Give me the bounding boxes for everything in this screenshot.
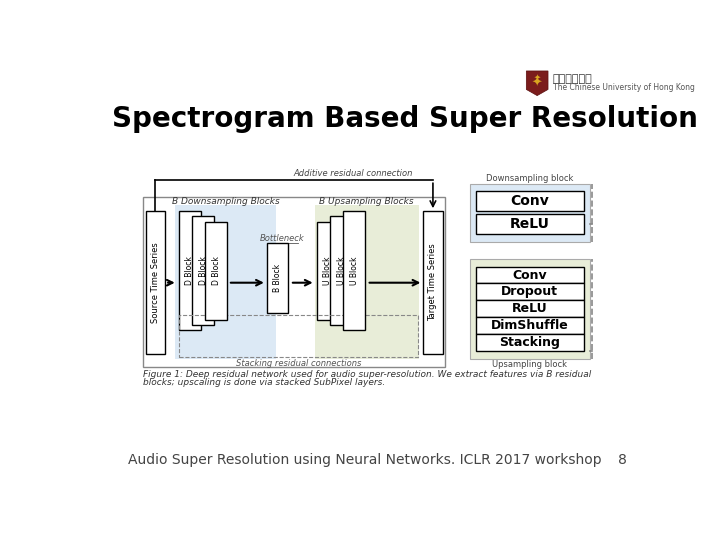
Text: Upsampling block: Upsampling block (492, 361, 567, 369)
Bar (175, 205, 276, 359)
Bar (476, 191, 584, 211)
Text: Target Time Series: Target Time Series (428, 244, 438, 321)
Text: Stacking residual connections: Stacking residual connections (235, 359, 361, 368)
Text: U Block: U Block (350, 256, 359, 285)
Bar (423, 211, 443, 354)
Text: ReLU: ReLU (512, 302, 548, 315)
Text: 香港中文大學: 香港中文大學 (553, 74, 593, 84)
Text: Conv: Conv (513, 268, 547, 281)
Text: ✦: ✦ (532, 77, 542, 90)
Bar (179, 315, 418, 357)
Bar (179, 211, 201, 330)
Bar (205, 222, 228, 320)
Text: B Block: B Block (273, 264, 282, 292)
Text: U Block: U Block (323, 256, 333, 285)
Text: blocks; upscaling is done via stacked SubPixel layers.: blocks; upscaling is done via stacked Su… (143, 378, 385, 387)
Bar (476, 284, 584, 300)
Bar (476, 214, 584, 234)
Text: Stacking: Stacking (500, 336, 560, 349)
Text: Figure 1: Deep residual network used for audio super-resolution. We extract feat: Figure 1: Deep residual network used for… (143, 370, 591, 380)
Text: B Upsampling Blocks: B Upsampling Blocks (320, 198, 414, 206)
Bar (476, 334, 584, 351)
Text: DimShuffle: DimShuffle (491, 319, 569, 332)
Text: U Block: U Block (337, 256, 346, 285)
Bar (330, 217, 352, 325)
Bar (143, 197, 445, 367)
Bar (469, 184, 590, 242)
Bar (476, 267, 584, 284)
Bar (192, 217, 214, 325)
Text: D Block: D Block (186, 256, 194, 285)
Text: ✦: ✦ (534, 72, 541, 82)
Text: Dropout: Dropout (501, 286, 558, 299)
Text: 8: 8 (618, 453, 627, 467)
Text: Bottleneck: Bottleneck (260, 234, 305, 244)
Text: Conv: Conv (510, 194, 549, 208)
Bar (343, 211, 365, 330)
Polygon shape (526, 71, 548, 96)
Text: The Chinese University of Hong Kong: The Chinese University of Hong Kong (553, 83, 695, 91)
Bar (476, 318, 584, 334)
Bar (476, 300, 584, 318)
Text: ReLU: ReLU (510, 217, 550, 231)
Bar (145, 211, 165, 354)
Bar (315, 205, 419, 359)
Text: B Downsampling Blocks: B Downsampling Blocks (172, 198, 279, 206)
Text: Source Time Series: Source Time Series (151, 242, 160, 323)
Text: D Block: D Block (212, 256, 221, 285)
Bar (317, 222, 339, 320)
Text: D Block: D Block (199, 256, 207, 285)
Text: Spectrogram Based Super Resolution: Spectrogram Based Super Resolution (112, 105, 698, 133)
Text: Downsampling block: Downsampling block (486, 174, 574, 183)
Bar (469, 259, 590, 359)
Text: Audio Super Resolution using Neural Networks. ICLR 2017 workshop: Audio Super Resolution using Neural Netw… (128, 453, 602, 467)
Text: Additive residual connection: Additive residual connection (294, 169, 413, 178)
Bar (266, 244, 289, 313)
